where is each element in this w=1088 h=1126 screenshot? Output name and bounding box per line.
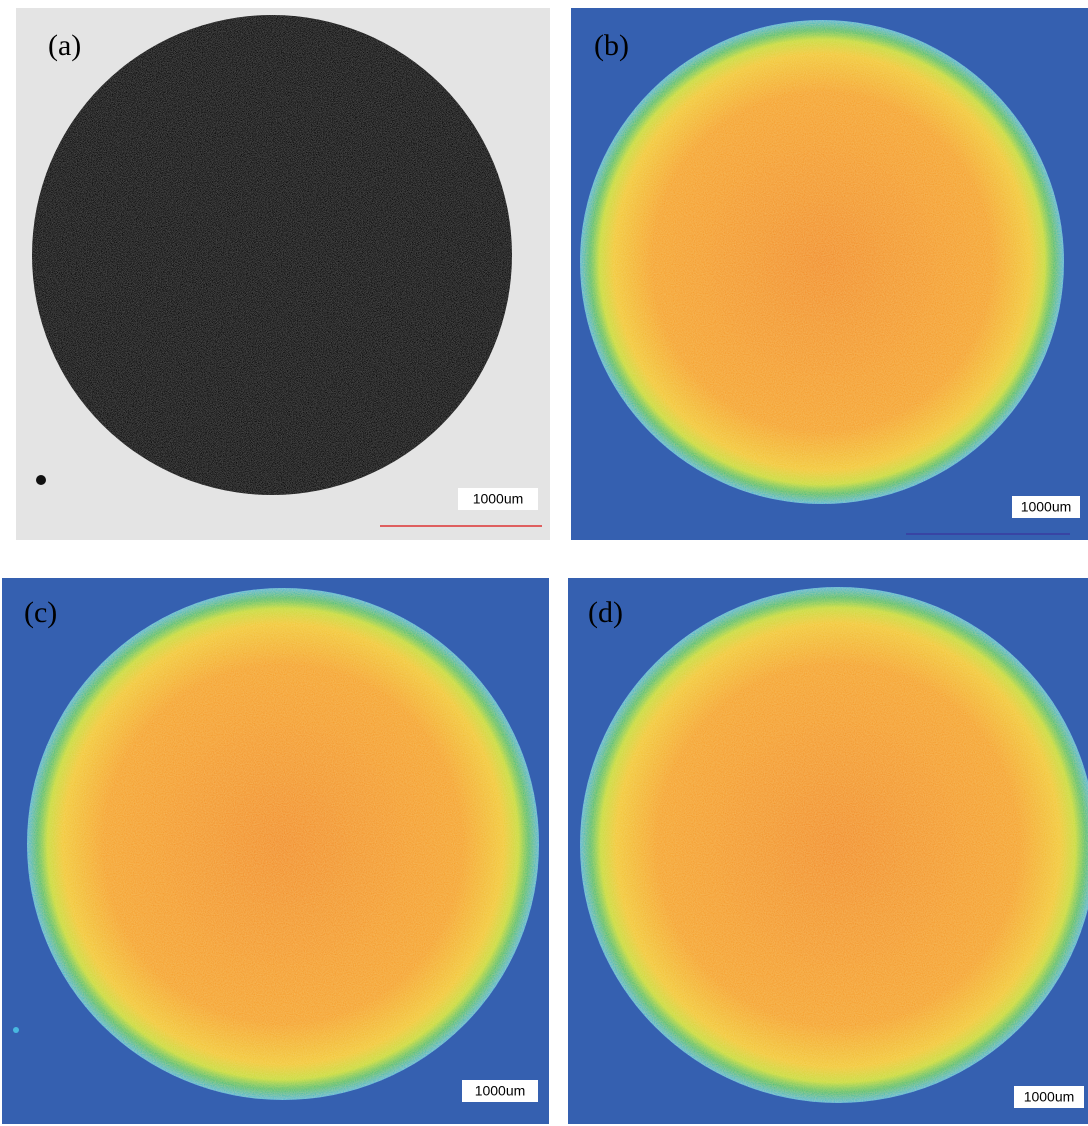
panel-b: (b) 1000um <box>571 8 1088 540</box>
figure: (a) 1000um (b) 1000um (c) 1000um (d) 100… <box>0 0 1088 1126</box>
height-map <box>27 588 539 1100</box>
panel-label: (d) <box>588 596 623 629</box>
particle <box>36 475 46 485</box>
sample-disc <box>32 15 512 495</box>
particle <box>13 1027 19 1033</box>
page: (a) 1000um (b) 1000um (c) 1000um (d) 100… <box>0 0 1088 1126</box>
panel-d: (d) 1000um <box>568 578 1088 1124</box>
scale-label: 1000um <box>1021 499 1072 515</box>
panel-label: (b) <box>594 29 629 62</box>
scale-label: 1000um <box>475 1083 526 1099</box>
height-map <box>580 20 1064 504</box>
height-map <box>580 587 1088 1103</box>
panel-c: (c) 1000um <box>2 578 549 1124</box>
panel-a: (a) 1000um <box>16 8 550 540</box>
panel-label: (c) <box>24 596 57 629</box>
scale-label: 1000um <box>473 491 524 507</box>
panel-label: (a) <box>48 29 81 62</box>
scale-label: 1000um <box>1024 1089 1075 1105</box>
